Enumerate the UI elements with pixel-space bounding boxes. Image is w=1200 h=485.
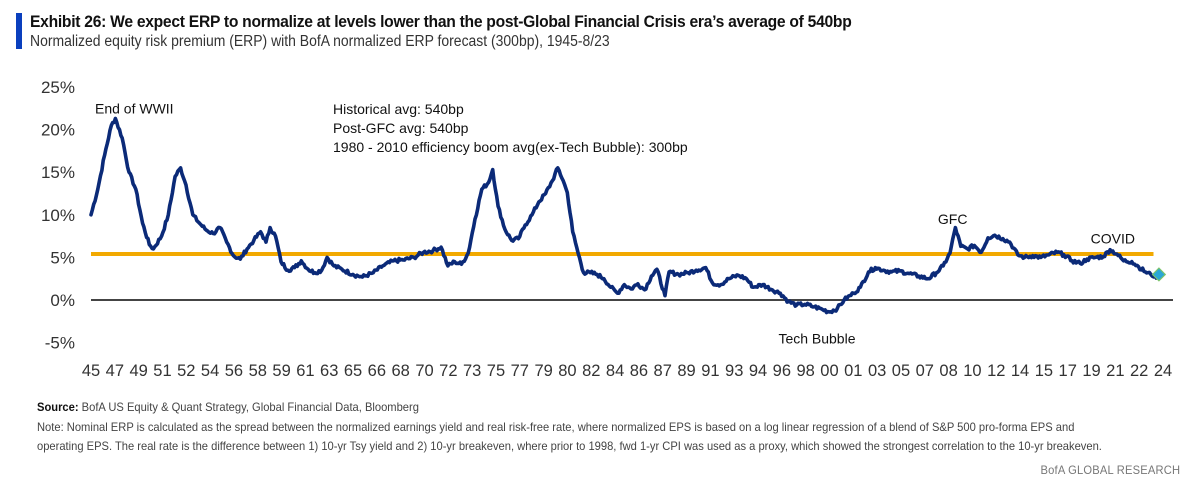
chart-title: Exhibit 26: We expect ERP to normalize a…	[30, 12, 852, 31]
brand-label: BofA GLOBAL RESEARCH	[1040, 463, 1180, 477]
annotation-tech-bubble: Tech Bubble	[778, 330, 855, 346]
x-tick-label: 91	[701, 362, 719, 380]
x-tick-label: 93	[725, 362, 743, 380]
x-tick-label: 72	[439, 362, 457, 380]
x-tick-label: 70	[415, 362, 433, 380]
x-tick-label: 07	[916, 362, 934, 380]
source-line: Source: BofA US Equity & Quant Strategy,…	[37, 400, 419, 414]
source-label: Source:	[37, 400, 79, 414]
x-tick-label: 45	[82, 362, 100, 380]
source-text: BofA US Equity & Quant Strategy, Global …	[81, 400, 419, 414]
textbox-line: Post-GFC avg: 540bp	[333, 120, 469, 136]
textbox-line: Historical avg: 540bp	[333, 101, 464, 117]
x-tick-label: 03	[868, 362, 886, 380]
y-tick-label: 20%	[41, 121, 75, 140]
x-tick-label: 59	[272, 362, 290, 380]
y-tick-label: -5%	[45, 334, 75, 353]
x-tick-label: 65	[344, 362, 362, 380]
x-tick-label: 08	[939, 362, 957, 380]
annotation-covid: COVID	[1091, 231, 1135, 247]
x-tick-label: 12	[987, 362, 1005, 380]
x-tick-label: 49	[129, 362, 147, 380]
x-tick-label: 73	[463, 362, 481, 380]
x-tick-label: 10	[963, 362, 981, 380]
x-tick-label: 96	[773, 362, 791, 380]
x-tick-label: 84	[606, 362, 624, 380]
y-axis: 25% 20% 15% 10% 5% 0% -5%	[41, 78, 75, 353]
x-axis: 45 47 49 51 52 54 56 58 59 61 63 65 66 68 70 72 73 75 77 79…	[82, 362, 1172, 380]
forecast-marker-300bp	[1151, 267, 1167, 282]
erp-chart: 25% 20% 15% 10% 5% 0% -5% 45 47 49 51 52 54 56 58 59 61…	[41, 78, 1173, 380]
x-tick-label: 89	[677, 362, 695, 380]
x-tick-label: 86	[630, 362, 648, 380]
x-tick-label: 19	[1082, 362, 1100, 380]
x-tick-label: 80	[558, 362, 576, 380]
x-tick-label: 21	[1106, 362, 1124, 380]
x-tick-label: 47	[106, 362, 124, 380]
x-tick-label: 94	[749, 362, 767, 380]
x-tick-label: 22	[1130, 362, 1148, 380]
y-tick-label: 25%	[41, 78, 75, 97]
y-tick-label: 10%	[41, 206, 75, 225]
x-tick-label: 54	[201, 362, 219, 380]
chart-subtitle: Normalized equity risk premium (ERP) wit…	[30, 33, 610, 50]
x-tick-label: 98	[796, 362, 814, 380]
x-tick-label: 79	[534, 362, 552, 380]
annotation-gfc: GFC	[938, 211, 968, 227]
annotation-end-of-wwii: End of WWII	[95, 100, 174, 116]
x-tick-label: 24	[1154, 362, 1172, 380]
x-tick-label: 87	[654, 362, 672, 380]
x-tick-label: 63	[320, 362, 338, 380]
x-tick-label: 00	[820, 362, 838, 380]
erp-series-line	[89, 116, 1160, 315]
x-tick-label: 52	[177, 362, 195, 380]
x-tick-label: 14	[1011, 362, 1029, 380]
note-line-1: Note: Nominal ERP is calculated as the s…	[37, 420, 1075, 434]
x-tick-label: 05	[892, 362, 910, 380]
x-tick-label: 77	[511, 362, 529, 380]
annotations: End of WWII GFC COVID Tech Bubble	[95, 100, 1135, 346]
x-tick-label: 17	[1059, 362, 1077, 380]
x-tick-label: 51	[153, 362, 171, 380]
y-tick-label: 0%	[50, 291, 75, 310]
x-tick-label: 61	[296, 362, 314, 380]
note-line-2: operating EPS. The real rate is the diff…	[37, 439, 1102, 453]
x-tick-label: 58	[249, 362, 267, 380]
y-tick-label: 5%	[50, 248, 75, 267]
average-textbox: Historical avg: 540bp Post-GFC avg: 540bp…	[333, 101, 688, 155]
x-tick-label: 68	[392, 362, 410, 380]
x-tick-label: 56	[225, 362, 243, 380]
title-accent-bar	[16, 13, 22, 49]
textbox-line: 1980 - 2010 efficiency boom avg(ex-Tech …	[333, 139, 688, 155]
x-tick-label: 82	[582, 362, 600, 380]
y-tick-label: 15%	[41, 163, 75, 182]
x-tick-label: 15	[1035, 362, 1053, 380]
x-tick-label: 66	[368, 362, 386, 380]
x-tick-label: 75	[487, 362, 505, 380]
x-tick-label: 01	[844, 362, 862, 380]
